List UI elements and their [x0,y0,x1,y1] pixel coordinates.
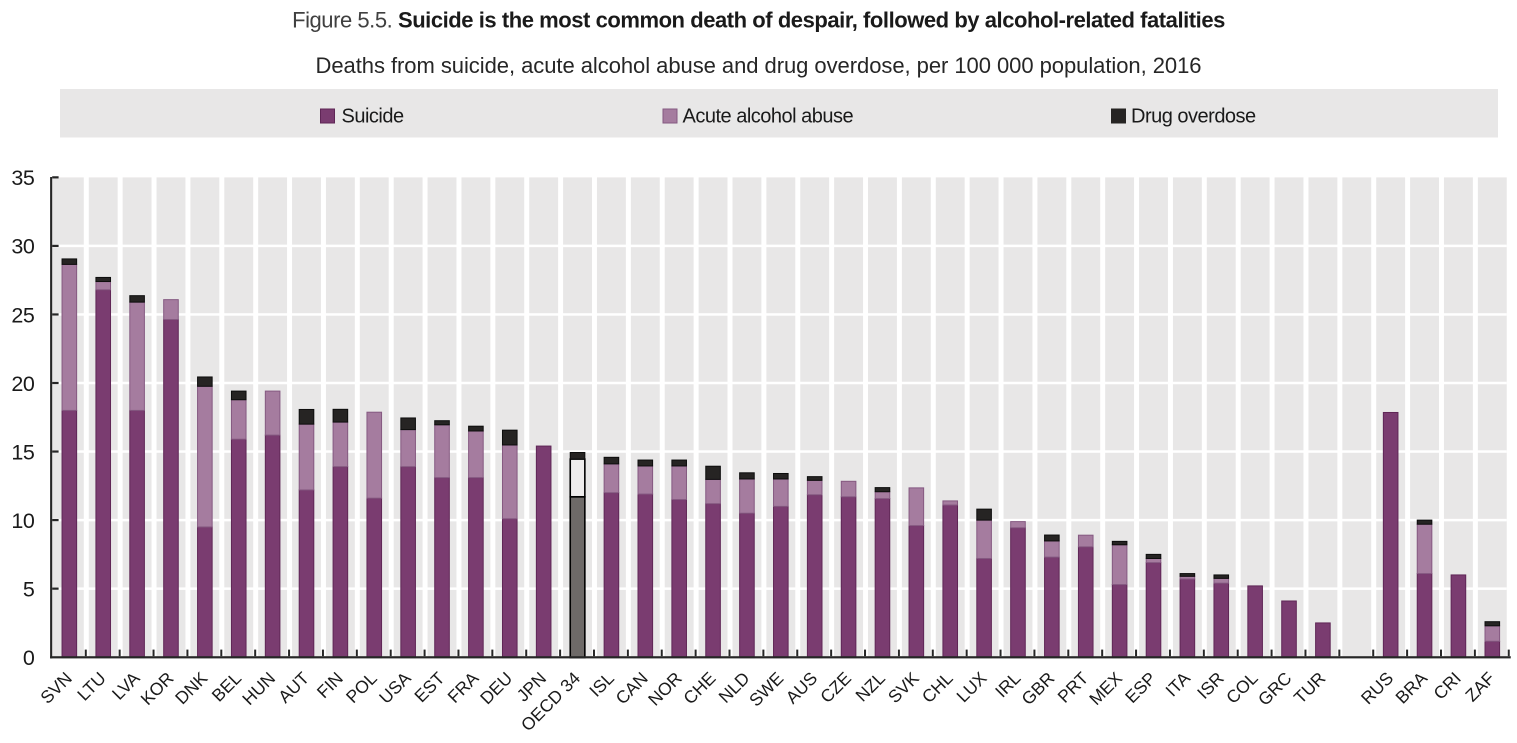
svg-text:Drug overdose: Drug overdose [1131,106,1256,128]
svg-text:Figure 5.5. Suicide is the mos: Figure 5.5. Suicide is the most common d… [292,8,1225,33]
svg-text:25: 25 [11,303,34,327]
svg-text:Suicide: Suicide [342,106,404,128]
svg-text:30: 30 [11,235,34,259]
svg-text:15: 15 [11,440,34,464]
svg-text:Acute alcohol abuse: Acute alcohol abuse [683,106,854,128]
svg-text:10: 10 [11,509,34,533]
svg-text:20: 20 [11,372,34,396]
svg-text:35: 35 [11,166,34,190]
svg-text:0: 0 [23,646,35,670]
svg-text:5: 5 [23,577,35,601]
svg-text:Deaths from suicide, acute alc: Deaths from suicide, acute alcohol abuse… [316,53,1202,78]
